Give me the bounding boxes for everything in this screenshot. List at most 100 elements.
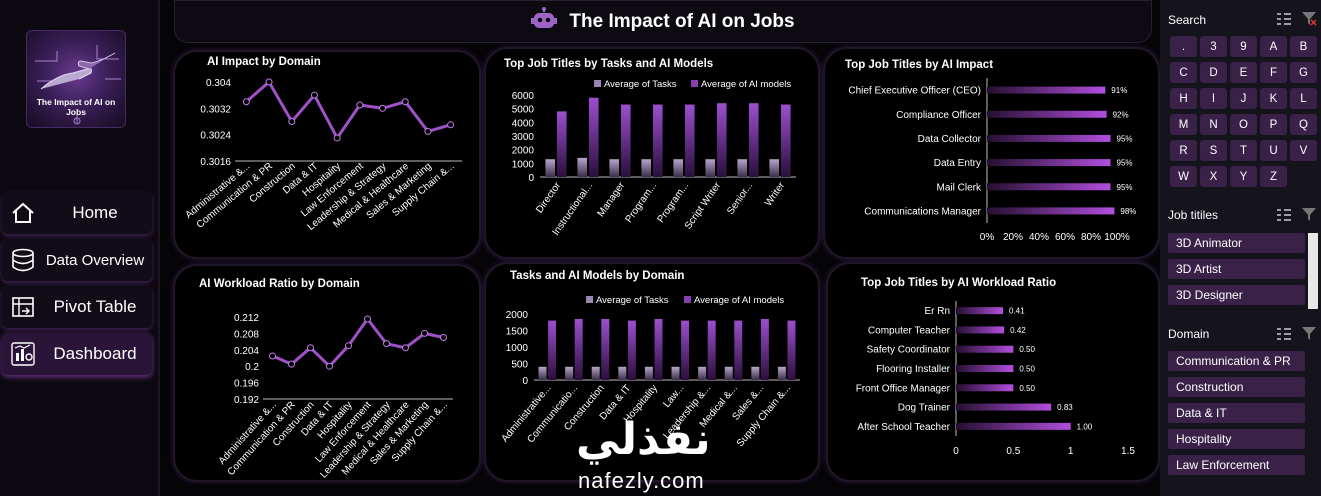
search-letter-button[interactable]: P — [1260, 114, 1287, 135]
robot-icon — [531, 7, 558, 36]
x-tick-label: 100% — [1104, 232, 1130, 243]
multi-select-icon[interactable] — [1275, 10, 1293, 31]
data-label: 0.41 — [1009, 307, 1025, 316]
bar — [956, 345, 1014, 353]
search-letter-button[interactable]: K — [1260, 88, 1287, 109]
search-letter-button[interactable]: A — [1260, 36, 1287, 57]
chart-title: AI Impact by Domain — [207, 56, 321, 68]
bar — [618, 366, 627, 380]
search-letter-button[interactable]: Y — [1230, 166, 1257, 187]
nav-dashboard-button[interactable]: Dashboard — [2, 333, 152, 375]
data-label: 0.83 — [1057, 403, 1073, 412]
multi-select-icon[interactable] — [1275, 325, 1293, 346]
domain-item[interactable]: Hospitality — [1168, 429, 1305, 449]
search-letter-button[interactable]: Q — [1290, 114, 1317, 135]
bar — [956, 403, 1052, 411]
search-letter-button[interactable]: D — [1200, 62, 1227, 83]
data-point — [269, 352, 276, 360]
watermark-latin: nafezly.com — [578, 468, 705, 493]
y-tick-label: Safety Coordinator — [867, 345, 951, 356]
search-letter-button[interactable]: M — [1170, 114, 1197, 135]
clear-filter-icon[interactable] — [1301, 206, 1317, 227]
search-letter-button[interactable]: R — [1170, 140, 1197, 161]
search-letter-button[interactable]: C — [1170, 62, 1197, 83]
search-letter-button[interactable]: V — [1290, 140, 1317, 161]
search-letter-button[interactable]: B — [1290, 36, 1317, 57]
data-label: 0.50 — [1019, 365, 1035, 374]
bar — [987, 86, 1106, 94]
search-letter-button[interactable]: F — [1260, 62, 1287, 83]
robot-hand-icon — [35, 45, 121, 125]
search-letter-button[interactable]: H — [1170, 88, 1197, 109]
search-letter-button[interactable]: J — [1230, 88, 1257, 109]
search-letter-button[interactable]: W — [1170, 166, 1197, 187]
bar — [538, 366, 547, 380]
domain-item[interactable]: Construction — [1168, 377, 1305, 397]
bar — [956, 422, 1071, 430]
tasks-models-by-job-chart: 6000 5000 4000 3000 2000 1000 0 Average of Task… — [512, 79, 796, 238]
data-label: 95% — [1117, 183, 1133, 192]
search-letter-button[interactable]: G — [1290, 62, 1317, 83]
bar — [654, 318, 663, 380]
search-letter-button[interactable]: L — [1290, 88, 1317, 109]
data-label: 95% — [1117, 134, 1133, 143]
search-letter-button[interactable]: T — [1230, 140, 1257, 161]
multi-select-icon[interactable] — [1275, 206, 1293, 227]
job-titles-scrollbar[interactable] — [1308, 233, 1318, 309]
search-letter-button[interactable]: I — [1200, 88, 1227, 109]
y-tick-label: 0 — [528, 173, 534, 184]
bar — [620, 104, 631, 177]
y-tick-label: Communications Manager — [864, 206, 981, 217]
nav-pivot-table-button[interactable]: Pivot Table — [2, 286, 152, 328]
page-title: The Impact of AI on Jobs — [569, 10, 795, 32]
data-point — [288, 118, 296, 125]
logo-text: The Impact of AI on Jobs — [36, 97, 116, 117]
legend-swatch — [691, 80, 698, 87]
search-letter-button[interactable]: U — [1260, 140, 1287, 161]
chart-title: AI Workload Ratio by Domain — [199, 278, 360, 290]
domain-item[interactable]: Law Enforcement — [1168, 455, 1305, 475]
domain-item[interactable]: Data & IT — [1168, 403, 1305, 423]
y-tick-label: 4000 — [512, 118, 535, 129]
y-tick-label: Front Office Manager — [856, 383, 951, 394]
job-title-item[interactable]: 3D Animator — [1168, 233, 1305, 253]
nav-data-overview-button[interactable]: Data Overview — [2, 239, 152, 281]
bar — [671, 366, 680, 380]
bar — [577, 157, 588, 177]
bar — [956, 307, 1004, 315]
domain-item[interactable]: Communication & PR — [1168, 351, 1305, 371]
search-letter-button[interactable]: S — [1200, 140, 1227, 161]
job-title-item[interactable]: 3D Artist — [1168, 259, 1305, 279]
dashboard-icon — [8, 341, 38, 367]
nav-home-button[interactable]: Home — [2, 192, 152, 234]
bar — [716, 103, 727, 177]
search-letter-button[interactable]: Z — [1260, 166, 1287, 187]
y-tick-label: 0.212 — [234, 313, 259, 324]
card-ai-impact-by-job: Top Job Titles by AI Impact Chief Execut… — [823, 47, 1160, 259]
job-title-item[interactable]: 3D Designer — [1168, 285, 1305, 305]
home-icon — [8, 201, 38, 225]
clear-filter-icon[interactable] — [1301, 325, 1317, 346]
data-point — [326, 362, 333, 370]
search-letter-button[interactable]: N — [1200, 114, 1227, 135]
bar — [556, 111, 567, 177]
y-tick-label: 1000 — [506, 343, 529, 354]
series-line — [271, 317, 444, 368]
y-tick-label: 0 — [522, 376, 528, 387]
bar — [673, 159, 684, 177]
search-letter-button[interactable]: 3 — [1200, 36, 1227, 57]
search-letter-button[interactable]: O — [1230, 114, 1257, 135]
bar — [787, 320, 796, 380]
legend-label: Average of AI models — [694, 295, 784, 306]
left-navigation-pane: The Impact of AI on Jobs Home Data Overv… — [0, 0, 160, 496]
bar — [609, 159, 620, 177]
y-tick-label: Flooring Installer — [876, 364, 951, 375]
search-letter-button[interactable]: . — [1170, 36, 1197, 57]
search-letter-button[interactable]: 9 — [1230, 36, 1257, 57]
x-tick-label: Director — [534, 180, 563, 216]
title-bar: The Impact of AI on Jobs — [174, 0, 1152, 43]
bar — [652, 104, 663, 177]
search-letter-button[interactable]: X — [1200, 166, 1227, 187]
search-letter-button[interactable]: E — [1230, 62, 1257, 83]
clear-filter-icon[interactable] — [1301, 10, 1317, 31]
